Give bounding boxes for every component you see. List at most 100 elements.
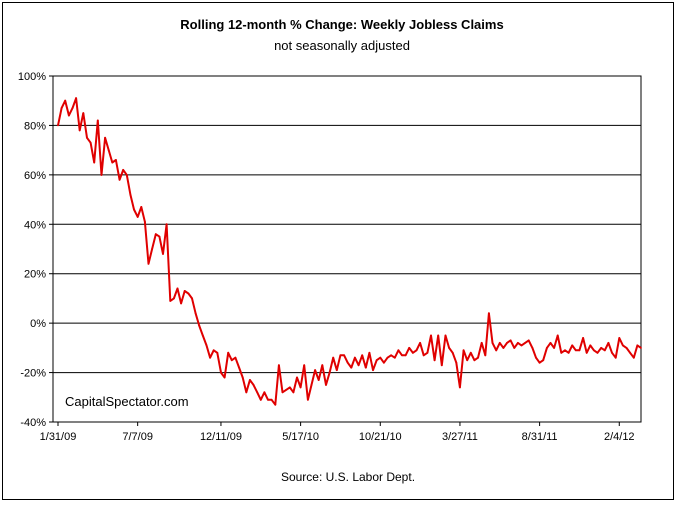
data-point (227, 351, 230, 354)
x-tick-label: 3/27/11 (442, 431, 478, 443)
data-point (603, 349, 606, 352)
data-point (574, 349, 577, 352)
data-point (629, 351, 631, 354)
data-point (480, 342, 483, 344)
data-point (567, 351, 570, 354)
data-point (350, 366, 353, 369)
data-point (473, 359, 476, 362)
data-point (553, 347, 555, 349)
data-point (607, 342, 610, 344)
data-point (321, 364, 324, 367)
data-point (118, 178, 121, 181)
data-point (375, 359, 378, 362)
data-point (415, 349, 418, 352)
y-tick-label: 40% (24, 219, 46, 231)
data-point (230, 359, 233, 362)
data-point (582, 337, 584, 339)
data-point (64, 99, 67, 102)
data-point (96, 119, 99, 122)
y-gridlines (53, 124, 641, 374)
data-point (267, 398, 269, 401)
data-point (314, 369, 316, 371)
data-point (332, 356, 335, 359)
data-point (209, 356, 212, 359)
data-point (183, 290, 186, 292)
data-point (133, 208, 135, 211)
data-point (151, 248, 154, 250)
y-tick-label: 100% (18, 71, 46, 83)
data-point (303, 364, 306, 367)
x-tick-label: 5/17/10 (282, 431, 319, 443)
plot-area (52, 75, 642, 423)
data-point (147, 262, 150, 265)
data-point (517, 342, 519, 344)
data-point (498, 342, 501, 344)
chart-frame: Rolling 12-month % Change: Weekly Jobles… (2, 2, 674, 500)
data-point (176, 287, 179, 290)
data-point (538, 361, 541, 364)
data-point (564, 349, 566, 352)
data-point (82, 112, 85, 114)
data-point (593, 349, 595, 352)
data-point (234, 356, 237, 359)
data-point (549, 342, 552, 344)
y-tick-label: -20% (20, 368, 46, 380)
data-point (419, 342, 421, 344)
data-point (422, 354, 425, 357)
data-point (401, 354, 403, 357)
data-point (136, 216, 139, 218)
data-point (535, 356, 537, 359)
data-point (509, 339, 512, 342)
data-point (57, 124, 59, 127)
data-point (618, 337, 621, 339)
data-point (636, 344, 639, 347)
y-tick-label: 20% (24, 269, 46, 281)
data-point (245, 391, 248, 394)
data-point (194, 312, 197, 315)
data-point (632, 356, 635, 359)
data-point (115, 159, 117, 161)
chart-source: Source: U.S. Labor Dept. (281, 470, 415, 484)
data-point (364, 366, 367, 369)
data-point (437, 334, 440, 337)
data-point (390, 354, 392, 357)
data-point (310, 384, 313, 386)
data-point (100, 174, 103, 176)
data-point (622, 344, 624, 347)
data-point (440, 364, 443, 367)
data-point (187, 292, 190, 295)
data-point (140, 206, 143, 208)
data-point (339, 354, 342, 357)
data-point (433, 359, 436, 362)
data-point (158, 235, 161, 238)
data-point (328, 371, 331, 374)
data-point (372, 369, 374, 371)
data-point (335, 369, 338, 371)
data-point (307, 398, 309, 401)
data-point (263, 391, 266, 394)
data-point (571, 344, 574, 347)
data-point (488, 312, 490, 315)
data-point (386, 356, 389, 359)
chart-title: Rolling 12-month % Change: Weekly Jobles… (180, 17, 503, 32)
data-point (249, 379, 251, 381)
data-point (520, 344, 523, 347)
data-point (154, 233, 157, 236)
data-point (448, 347, 450, 349)
data-point (278, 364, 280, 367)
data-point (191, 297, 193, 300)
data-point (578, 349, 581, 352)
x-axis: 1/31/09 7/7/09 12/11/09 5/17/10 10/21/10 3/27… (40, 422, 635, 443)
data-point (346, 361, 349, 364)
x-tick-label: 1/31/09 (40, 431, 77, 443)
data-point (426, 351, 429, 354)
data-point (484, 354, 487, 357)
data-point (611, 351, 613, 354)
data-point (68, 114, 70, 117)
y-tick-label: 60% (24, 170, 46, 182)
data-point (111, 161, 114, 164)
data-point (212, 349, 215, 352)
data-point (491, 342, 494, 344)
data-point (354, 356, 356, 359)
data-point (556, 334, 559, 337)
